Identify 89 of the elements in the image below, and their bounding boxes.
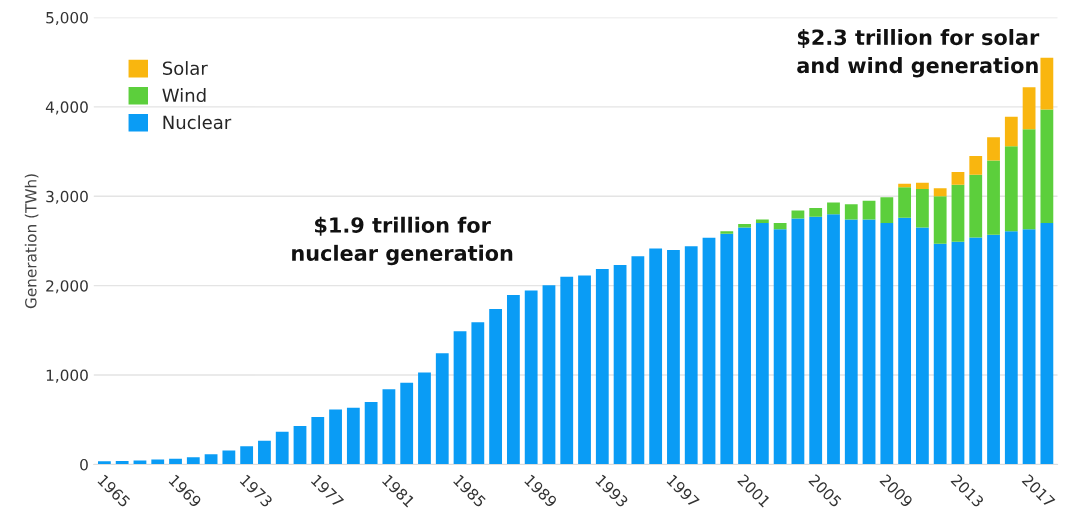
y-tick-label: 5,000 — [46, 11, 88, 26]
bar — [240, 446, 254, 465]
bar — [844, 204, 858, 220]
bar — [560, 276, 574, 465]
bar — [364, 401, 378, 465]
bar — [578, 275, 591, 465]
bar — [133, 460, 147, 465]
bar — [1022, 229, 1036, 465]
bar — [915, 227, 929, 465]
bar — [667, 249, 680, 465]
bar — [862, 219, 876, 465]
bar — [738, 227, 751, 465]
bar — [97, 461, 111, 465]
bar — [951, 241, 965, 465]
bar — [293, 426, 307, 465]
y-tick-label: 4,000 — [45, 101, 88, 115]
bar — [435, 353, 449, 465]
bar — [542, 285, 556, 465]
bar — [809, 207, 823, 217]
bar — [1040, 223, 1054, 465]
bar — [222, 450, 236, 465]
bar — [720, 231, 734, 234]
bar — [418, 372, 431, 465]
bar — [738, 223, 751, 228]
bar — [1004, 231, 1018, 465]
bar — [613, 265, 627, 465]
bar — [915, 189, 929, 228]
bar — [969, 174, 983, 238]
bar — [1022, 129, 1036, 230]
bar — [969, 237, 983, 465]
bar — [791, 218, 805, 465]
bar — [773, 229, 787, 465]
bar — [880, 197, 894, 224]
bar — [898, 217, 912, 465]
bar — [346, 407, 360, 465]
bar — [862, 200, 876, 220]
y-axis-title: Generation (TWh) — [24, 174, 39, 309]
bar — [951, 184, 965, 242]
bar — [1040, 109, 1054, 224]
bar — [275, 431, 289, 465]
bar — [933, 243, 947, 465]
annotation: $2.3 trillion for solar and wind generation — [797, 29, 1040, 78]
bar — [933, 188, 947, 197]
y-tick-label: 0 — [80, 458, 88, 471]
bar — [1004, 146, 1018, 232]
bar — [773, 223, 787, 230]
bar — [933, 196, 947, 244]
bar — [524, 290, 538, 465]
bar — [915, 182, 929, 190]
bar — [400, 382, 414, 465]
y-tick-label: 1,000 — [46, 369, 88, 383]
bar — [702, 237, 716, 465]
bar — [898, 187, 912, 218]
bar — [1022, 87, 1036, 130]
y-tick-label: 3,000 — [46, 190, 88, 204]
bar — [1004, 116, 1018, 147]
bar — [453, 331, 467, 465]
bar — [204, 454, 218, 465]
bar — [951, 172, 965, 185]
bar — [755, 223, 769, 465]
bar — [791, 210, 805, 219]
bar — [311, 417, 325, 465]
bar — [1040, 57, 1054, 110]
bar — [809, 216, 823, 465]
bar — [880, 223, 894, 465]
bar — [489, 308, 503, 465]
bar — [649, 248, 663, 465]
bar — [969, 156, 983, 175]
bar — [987, 234, 1000, 465]
bar — [382, 389, 396, 465]
bar — [827, 214, 840, 465]
bar — [684, 246, 698, 465]
bar — [720, 233, 734, 465]
bar — [987, 160, 1000, 235]
bar — [258, 440, 271, 465]
bar — [595, 269, 609, 465]
bar — [631, 256, 645, 465]
bar — [186, 457, 200, 465]
bar — [987, 137, 1000, 161]
bar — [844, 219, 858, 465]
bar — [471, 322, 485, 465]
legend-label: Solar — [162, 61, 208, 76]
y-tick-label: 2,000 — [46, 280, 88, 294]
legend-label: Nuclear — [163, 115, 232, 130]
annotation: $1.9 trillion for nuclear generation — [292, 216, 513, 266]
bar — [827, 202, 840, 215]
legend-label: Wind — [162, 88, 206, 103]
bar — [329, 409, 342, 465]
bar — [506, 295, 520, 465]
